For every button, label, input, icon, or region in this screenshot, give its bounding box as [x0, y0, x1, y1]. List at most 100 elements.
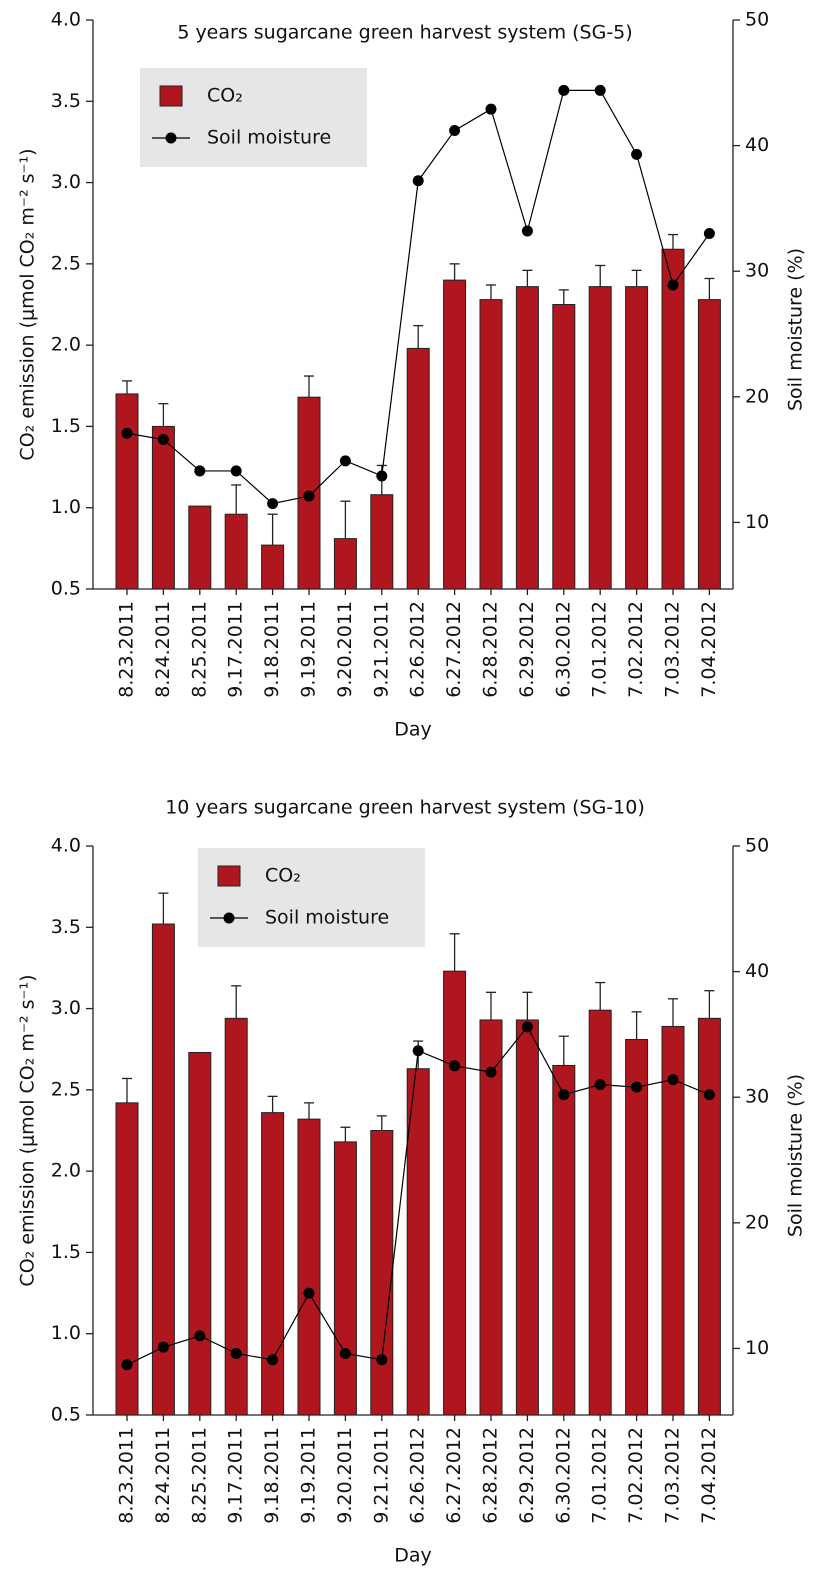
- point: [594, 1079, 606, 1091]
- point: [230, 1347, 242, 1359]
- point: [267, 498, 279, 510]
- x-tick-label: 7.03.2012: [662, 1427, 684, 1524]
- x-tick-label: 8.23.2011: [116, 601, 138, 698]
- bar: [661, 248, 685, 590]
- y-tick-label: 0.5: [51, 1404, 81, 1426]
- x-tick-label: 6.26.2012: [407, 1427, 429, 1524]
- y-tick-label: 1.5: [51, 1241, 81, 1263]
- legend-point: [223, 912, 235, 924]
- point: [703, 1089, 715, 1101]
- point: [558, 1089, 570, 1101]
- x-tick-label: 6.29.2012: [516, 601, 538, 698]
- point: [667, 279, 679, 291]
- x-tick-label: 6.27.2012: [443, 1427, 465, 1524]
- x-tick-label: 6.29.2012: [516, 1427, 538, 1524]
- point: [194, 465, 206, 477]
- legend-box: [198, 848, 425, 947]
- bar: [151, 425, 175, 590]
- bar: [697, 1017, 721, 1416]
- bar: [588, 286, 612, 590]
- y-tick-label: 1.5: [51, 415, 81, 437]
- y-tick-label: 2.0: [51, 334, 81, 356]
- legend-label: Soil moisture: [207, 127, 331, 149]
- x-tick-label: 6.30.2012: [552, 1427, 574, 1524]
- y2-tick-label: 40: [745, 960, 769, 982]
- point: [303, 490, 315, 502]
- point: [521, 225, 533, 237]
- point: [376, 470, 388, 482]
- x-tick-label: 7.04.2012: [698, 1427, 720, 1524]
- point: [558, 84, 570, 96]
- x-axis-label: Day: [394, 719, 432, 741]
- y-tick-label: 4.0: [51, 9, 81, 31]
- bar: [188, 505, 212, 590]
- point: [631, 1081, 643, 1093]
- bar: [625, 1038, 649, 1416]
- point: [703, 228, 715, 240]
- point: [157, 434, 169, 446]
- x-tick-label: 8.23.2011: [116, 1427, 138, 1524]
- y2-tick-label: 10: [745, 511, 769, 533]
- x-tick-label: 7.01.2012: [589, 1427, 611, 1524]
- x-tick-label: 9.17.2011: [225, 1427, 247, 1524]
- legend-label: Soil moisture: [265, 907, 389, 929]
- bar: [261, 544, 285, 590]
- y-tick-label: 3.5: [51, 90, 81, 112]
- x-tick-label: 6.28.2012: [480, 601, 502, 698]
- x-tick-label: 7.01.2012: [589, 601, 611, 698]
- y2-tick-label: 50: [745, 9, 769, 31]
- y-axis-label: CO₂ emission (μmol CO₂ m⁻² s⁻¹): [17, 148, 39, 460]
- y-tick-label: 2.5: [51, 252, 81, 274]
- chart-title: 10 years sugarcane green harvest system …: [165, 797, 645, 819]
- y-tick-label: 0.5: [51, 578, 81, 600]
- y2-axis-label: Soil moisture (%): [785, 1074, 807, 1237]
- x-tick-label: 6.27.2012: [443, 601, 465, 698]
- point: [449, 1060, 461, 1072]
- bar: [370, 494, 394, 590]
- point: [631, 148, 643, 160]
- point: [267, 1354, 279, 1366]
- x-tick-label: 8.25.2011: [188, 1427, 210, 1524]
- legend-label: CO₂: [265, 865, 301, 887]
- chart: 10 years sugarcane green harvest system …: [17, 797, 807, 1567]
- x-tick-label: 9.18.2011: [261, 1427, 283, 1524]
- legend: CO₂ Soil moisture: [198, 848, 425, 947]
- y2-tick-label: 10: [745, 1337, 769, 1359]
- point: [485, 1066, 497, 1078]
- bar: [443, 970, 467, 1416]
- x-tick-label: 6.26.2012: [407, 601, 429, 698]
- bar: [406, 347, 430, 590]
- bar: [515, 286, 539, 590]
- bar: [515, 1019, 539, 1416]
- x-tick-label: 9.20.2011: [334, 601, 356, 698]
- legend: CO₂ Soil moisture: [140, 68, 367, 167]
- y-tick-label: 3.0: [51, 997, 81, 1019]
- bar: [115, 393, 139, 590]
- bar: [625, 286, 649, 590]
- bar: [188, 1051, 212, 1416]
- legend-swatch: [159, 85, 183, 107]
- point: [194, 1330, 206, 1342]
- legend-swatch: [217, 865, 241, 887]
- x-tick-label: 9.18.2011: [261, 601, 283, 698]
- x-tick-label: 8.24.2011: [152, 601, 174, 698]
- x-tick-label: 9.17.2011: [225, 601, 247, 698]
- x-tick-label: 7.04.2012: [698, 601, 720, 698]
- bar: [552, 304, 576, 590]
- y-tick-label: 2.0: [51, 1160, 81, 1182]
- point: [121, 1359, 133, 1371]
- chart: 5 years sugarcane green harvest system (…: [17, 9, 807, 741]
- bar: [261, 1112, 285, 1416]
- x-tick-label: 9.19.2011: [298, 1427, 320, 1524]
- legend-box: [140, 68, 367, 167]
- x-tick-label: 9.20.2011: [334, 1427, 356, 1524]
- y2-tick-label: 30: [745, 260, 769, 282]
- y-tick-label: 2.5: [51, 1078, 81, 1100]
- x-tick-label: 9.21.2011: [370, 1427, 392, 1524]
- y-tick-label: 3.0: [51, 171, 81, 193]
- bar: [333, 1141, 357, 1416]
- y2-tick-label: 40: [745, 134, 769, 156]
- point: [485, 103, 497, 115]
- point: [230, 465, 242, 477]
